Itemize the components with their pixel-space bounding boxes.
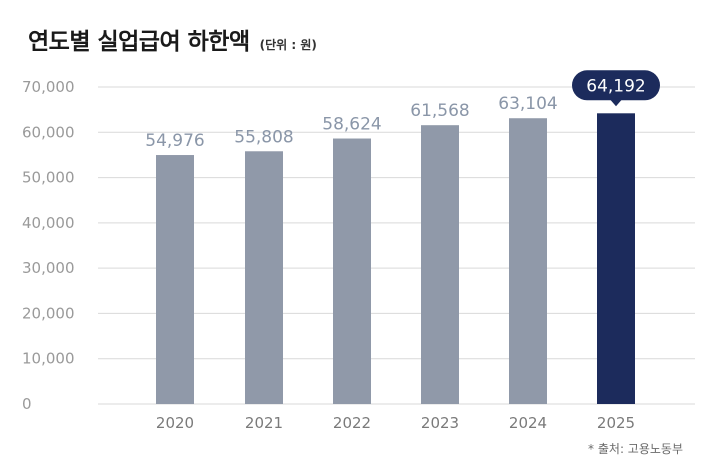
bar [509, 118, 547, 404]
title-row: 연도별 실업급여 하한액 (단위 : 원) [28, 22, 317, 56]
source-note: * 출처: 고용노동부 [588, 442, 683, 456]
chart-title: 연도별 실업급여 하한액 [28, 29, 250, 55]
data-label: 54,976 [145, 131, 204, 151]
unit-label: (단위 : 원) [259, 38, 317, 52]
data-label: 58,624 [322, 115, 381, 135]
x-tick-label: 2022 [333, 414, 371, 432]
data-label: 61,568 [410, 101, 469, 121]
bar [245, 151, 283, 404]
x-tick-label: 2020 [156, 414, 194, 432]
y-tick-label: 50,000 [22, 169, 75, 187]
x-tick-label: 2021 [245, 414, 283, 432]
y-tick-label: 40,000 [22, 214, 75, 232]
bar [421, 125, 459, 405]
y-tick-label: 20,000 [22, 304, 75, 322]
data-label: 63,104 [498, 94, 557, 114]
bar [156, 155, 194, 404]
value-callout [572, 70, 660, 101]
x-tick-label: 2023 [421, 414, 459, 432]
bar [597, 113, 635, 404]
data-label: 55,808 [234, 127, 293, 147]
bar [333, 138, 371, 404]
y-tick-label: 70,000 [22, 78, 75, 96]
y-tick-label: 60,000 [22, 123, 75, 141]
x-tick-label: 2024 [509, 414, 547, 432]
x-tick-label: 2025 [597, 414, 635, 432]
y-tick-label: 0 [22, 395, 32, 413]
y-tick-label: 30,000 [22, 259, 75, 277]
callout-pointer [609, 98, 623, 107]
y-tick-label: 10,000 [22, 350, 75, 368]
data-label: 64,192 [586, 76, 645, 96]
